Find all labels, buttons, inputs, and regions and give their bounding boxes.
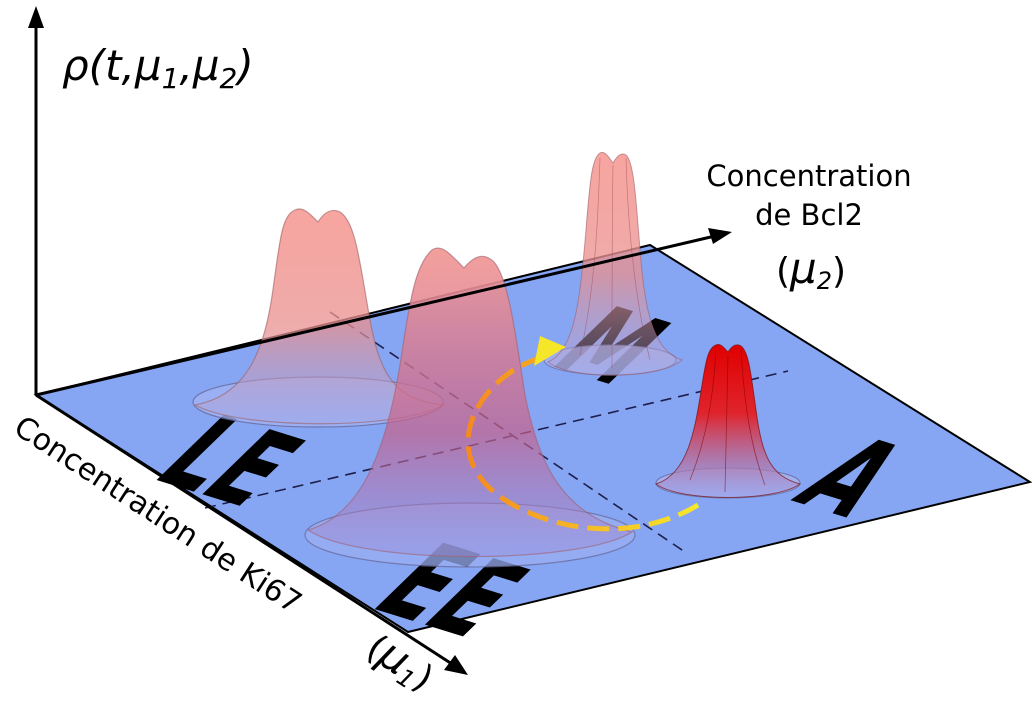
density-sub1: 1 xyxy=(162,62,180,95)
transition-arrow-path xyxy=(465,355,700,532)
peak-ee xyxy=(304,247,636,568)
ki67-axis-arrowhead xyxy=(444,655,468,675)
peak-le xyxy=(192,208,445,428)
bcl2-axis xyxy=(35,234,716,397)
bcl2-open: ( xyxy=(776,251,790,292)
peak-a xyxy=(654,344,802,499)
density-sub2: 2 xyxy=(220,62,238,95)
transition-arrowhead xyxy=(534,336,566,366)
bcl2-label-line1: Concentration xyxy=(706,159,911,193)
guide-lines xyxy=(204,311,789,553)
density-mu1: μ xyxy=(134,41,162,90)
peak-ee-surface xyxy=(306,247,634,558)
transition-arrow xyxy=(465,336,700,532)
axes xyxy=(28,6,732,675)
ki67-axis xyxy=(35,393,453,666)
guide-line-2 xyxy=(204,370,789,509)
bcl2-mu: μ xyxy=(789,244,817,293)
density-comma: , xyxy=(179,41,192,90)
density-mu2: μ xyxy=(192,41,220,90)
bcl2-axis-label: Concentration de Bcl2 (μ2) xyxy=(706,159,911,295)
density-peaks xyxy=(192,151,802,568)
bcl2-sub: 2 xyxy=(817,267,832,295)
density-open: (t, xyxy=(89,41,135,90)
bcl2-close: ) xyxy=(832,251,846,292)
peak-a-surface xyxy=(654,344,802,498)
bcl2-axis-arrowhead xyxy=(708,228,732,244)
bcl2-label-symbol: (μ2) xyxy=(776,244,846,295)
peak-m-surface xyxy=(547,151,683,376)
density-close: ) xyxy=(234,41,253,90)
density-rho: ρ xyxy=(62,41,89,90)
density-axis-label: ρ(t,μ1,μ2) xyxy=(62,41,254,95)
bcl2-label-line2: de Bcl2 xyxy=(755,198,863,232)
peak-m xyxy=(543,151,683,376)
vertical-axis-arrowhead xyxy=(28,6,44,28)
